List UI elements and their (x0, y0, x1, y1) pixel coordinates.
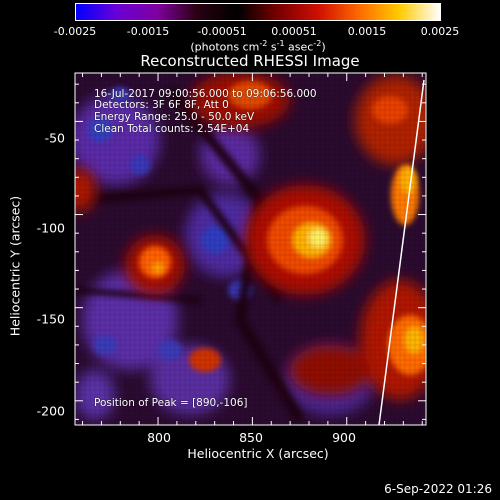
colorbar (75, 3, 441, 21)
colorbar-tick-label: 0.0025 (420, 25, 460, 38)
datestamp: 6-Sep-2022 01:26 (384, 482, 492, 496)
colorbar-tick-label: 0.00051 (271, 25, 317, 38)
plot-title: Reconstructed RHESSI Image (140, 52, 360, 70)
colorbar-gradient (76, 4, 440, 20)
x-axis-label: Heliocentric X (arcsec) (187, 446, 329, 461)
y-tick-label: -100 (36, 220, 65, 236)
colorbar-tick-label: -0.0025 (53, 25, 97, 38)
energy-range-text: Energy Range: 25.0 - 50.0 keV (94, 111, 255, 123)
x-tick-label: 900 (332, 430, 356, 445)
solar-limb-line (378, 79, 425, 425)
axis-ticks (75, 73, 426, 425)
y-axis-label: Heliocentric Y (arcsec) (7, 195, 23, 337)
y-tick-label: -200 (36, 403, 65, 419)
y-tick-label: -50 (44, 130, 65, 146)
heatmap-image (75, 73, 426, 425)
x-tick-label: 850 (239, 430, 263, 445)
plot-frame (74, 72, 427, 426)
colorbar-tick-label: -0.0015 (126, 25, 170, 38)
y-tick-label: -150 (36, 311, 65, 327)
colorbar-unit-label: (photons cm-2 s-1 asec-2) (190, 39, 326, 54)
colorbar-tick-label: -0.00051 (197, 25, 247, 38)
peak-position-text: Position of Peak = [890,-106] (94, 397, 248, 409)
method-counts-text: Clean Total counts: 2.54E+04 (94, 123, 250, 135)
colorbar-tick-label: 0.0015 (347, 25, 387, 38)
x-tick-label: 800 (147, 430, 171, 445)
time-range-text: 16-Jul-2017 09:00:56.000 to 09:06:56.000 (94, 88, 317, 100)
detectors-text: Detectors: 3F 6F 8F, Att 0 (94, 99, 229, 111)
